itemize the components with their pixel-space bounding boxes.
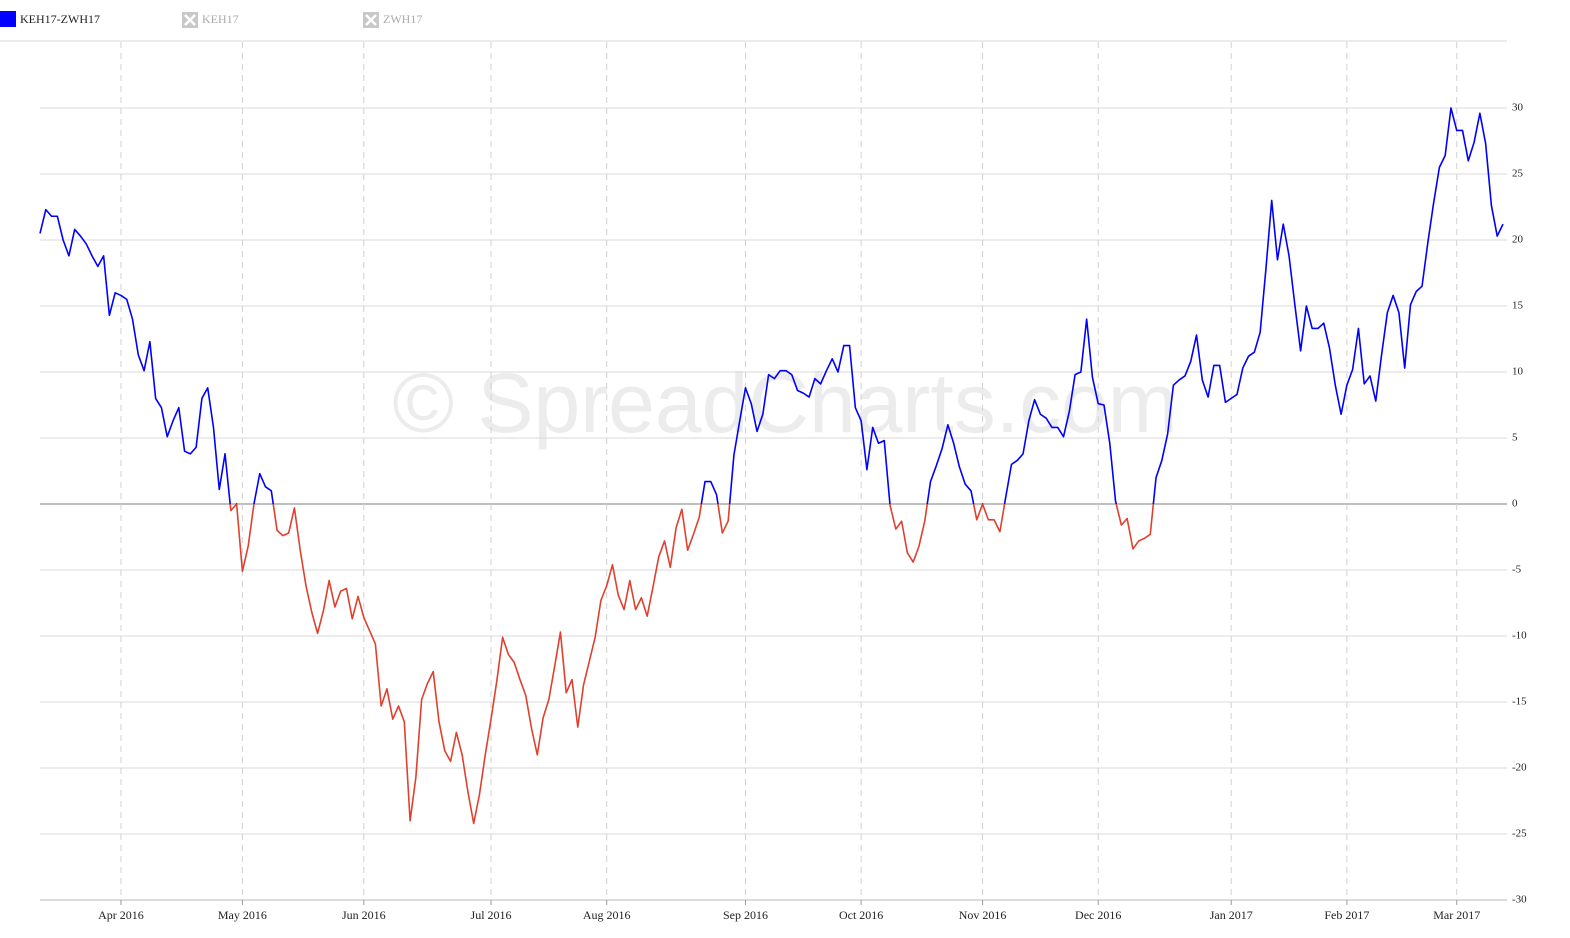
y-tick-label: 25 — [1512, 168, 1524, 180]
x-tick-label: Nov 2016 — [959, 908, 1007, 922]
y-tick-label: 30 — [1512, 102, 1524, 114]
x-tick-label: Jun 2016 — [342, 908, 386, 922]
x-tick-label: Jul 2016 — [471, 908, 512, 922]
y-tick-label: 15 — [1512, 300, 1524, 312]
y-tick-label: 0 — [1512, 498, 1518, 510]
y-tick-label: -15 — [1512, 696, 1527, 708]
y-tick-label: -30 — [1512, 894, 1527, 906]
legend-disabled-x — [365, 14, 377, 26]
y-tick-label: -20 — [1512, 762, 1527, 774]
x-tick-label: Mar 2017 — [1433, 908, 1480, 922]
x-tick-label: Jan 2017 — [1210, 908, 1253, 922]
x-tick-label: May 2016 — [218, 908, 267, 922]
x-tick-label: Oct 2016 — [839, 908, 883, 922]
legend-label: KEH17 — [202, 12, 239, 26]
legend-item-disabled[interactable]: KEH17 — [182, 12, 239, 28]
legend: KEH17-ZWH17 KEH17 ZWH17 — [0, 11, 422, 28]
y-tick-label: -25 — [1512, 828, 1527, 840]
series-line — [39, 107, 1504, 825]
y-tick-label: 5 — [1512, 432, 1518, 444]
x-tick-label: Feb 2017 — [1324, 908, 1369, 922]
x-tick-label: Apr 2016 — [98, 908, 144, 922]
x-tick-label: Dec 2016 — [1075, 908, 1121, 922]
legend-label: ZWH17 — [383, 12, 422, 26]
legend-disabled-x — [184, 14, 196, 26]
x-tick-label: Aug 2016 — [583, 908, 631, 922]
y-tick-label: 20 — [1512, 234, 1524, 246]
legend-swatch — [0, 11, 16, 27]
legend-item-disabled[interactable]: ZWH17 — [363, 12, 422, 28]
legend-label: KEH17-ZWH17 — [20, 12, 100, 26]
y-tick-label: 10 — [1512, 366, 1524, 378]
y-tick-label: -10 — [1512, 630, 1527, 642]
y-tick-label: -5 — [1512, 564, 1522, 576]
x-tick-label: Sep 2016 — [723, 908, 768, 922]
legend-item[interactable]: KEH17-ZWH17 — [0, 11, 100, 27]
